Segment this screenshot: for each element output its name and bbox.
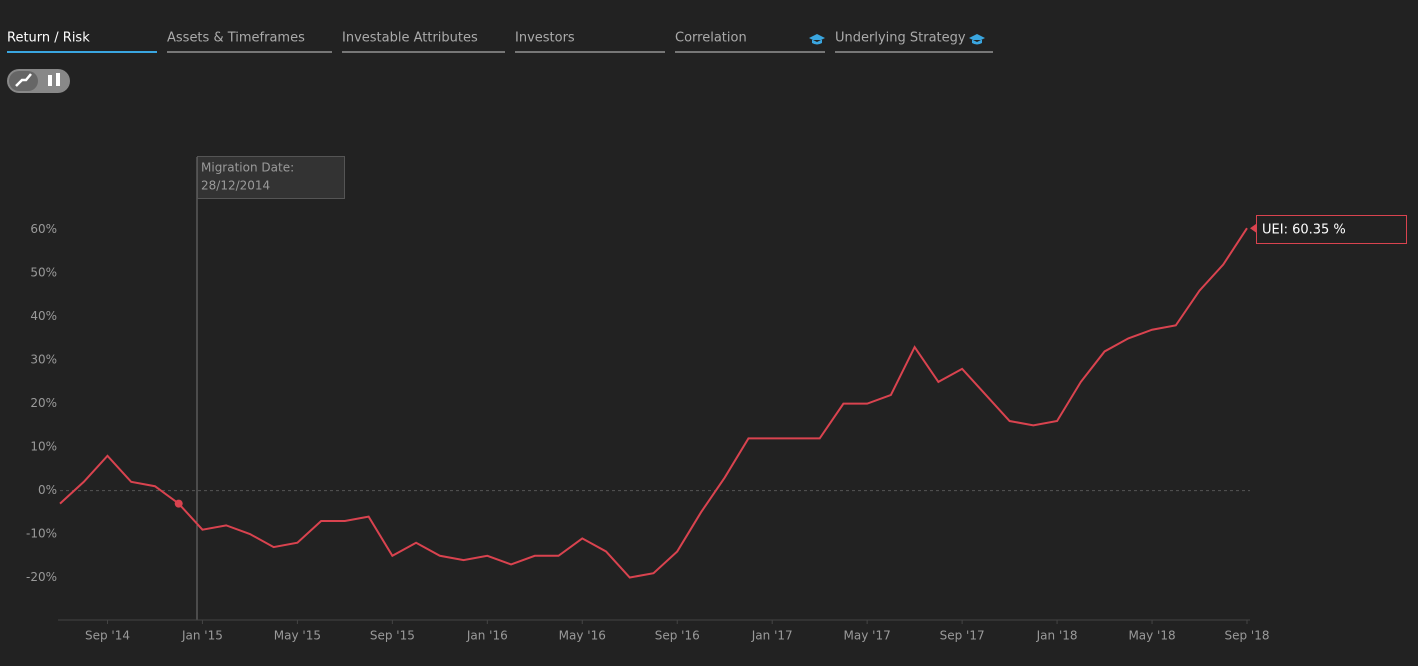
end-label: UEI: 60.35 % — [1262, 223, 1346, 238]
candle-icon[interactable] — [56, 73, 60, 86]
x-tick-label: Sep '17 — [940, 629, 985, 643]
tab-underline — [7, 51, 157, 53]
x-tick-label: May '15 — [274, 629, 321, 643]
x-tick-label: May '18 — [1128, 629, 1175, 643]
tab-underline — [835, 51, 993, 53]
tab-label[interactable]: Investors — [515, 31, 575, 46]
y-tick-label: 50% — [30, 266, 57, 280]
x-tick-label: May '17 — [844, 629, 891, 643]
y-tick-label: 20% — [30, 396, 57, 410]
tab-label[interactable]: Correlation — [675, 31, 747, 46]
x-tick-label: Jan '17 — [751, 629, 793, 643]
tab-label[interactable]: Investable Attributes — [342, 31, 478, 46]
line-icon — [15, 73, 32, 87]
info-icon[interactable] — [809, 34, 825, 45]
y-tick-label: 10% — [30, 440, 57, 454]
x-tick-label: Sep '15 — [370, 629, 415, 643]
tab-label[interactable]: Return / Risk — [7, 31, 90, 46]
x-tick-label: Jan '15 — [181, 629, 223, 643]
series-line — [59, 227, 1248, 579]
x-tick-label: Sep '14 — [85, 629, 130, 643]
y-tick-label: 0% — [38, 483, 57, 497]
x-tick-label: May '16 — [559, 629, 606, 643]
x-tick-label: Jan '16 — [466, 629, 508, 643]
tab-label[interactable]: Underlying Strategy — [835, 31, 966, 46]
annotation-date: 28/12/2014 — [201, 179, 270, 193]
tab-label[interactable]: Assets & Timeframes — [167, 31, 305, 46]
x-tick-label: Jan '18 — [1036, 629, 1078, 643]
y-tick-label: 40% — [30, 309, 57, 323]
x-tick-label: Sep '16 — [655, 629, 700, 643]
tab-underline — [515, 51, 665, 53]
end-pointer — [1250, 223, 1257, 234]
y-tick-label: 30% — [30, 353, 57, 367]
y-tick-label: 60% — [30, 222, 57, 236]
view-toggle — [7, 69, 70, 93]
annotation-title: Migration Date: — [201, 161, 294, 175]
info-icon[interactable] — [969, 34, 985, 45]
tab-underline — [675, 51, 825, 53]
tab-underline — [167, 51, 332, 53]
candle-icon[interactable] — [48, 75, 52, 86]
y-tick-label: -10% — [26, 527, 57, 541]
migration-point — [174, 499, 183, 508]
x-tick-label: Sep '18 — [1225, 629, 1270, 643]
annotation-box — [197, 156, 345, 199]
y-tick-label: -20% — [26, 570, 57, 584]
tab-underline — [342, 51, 505, 53]
